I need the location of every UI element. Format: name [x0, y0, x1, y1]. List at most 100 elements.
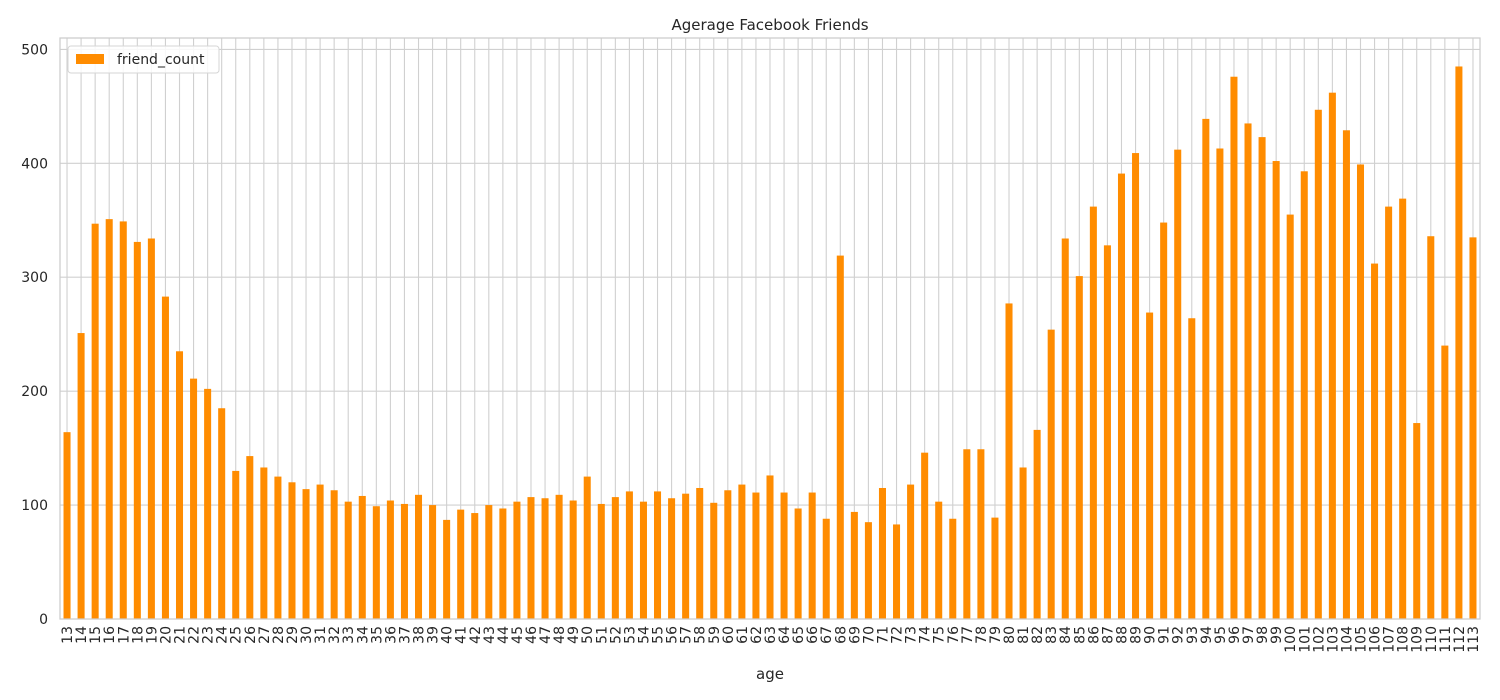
x-tick-label: 78 — [974, 626, 990, 644]
x-tick-label: 105 — [1353, 626, 1369, 653]
bar-age-47 — [541, 498, 549, 619]
x-tick-label: 103 — [1325, 626, 1341, 653]
x-tick-label: 27 — [257, 626, 273, 644]
x-tick-label: 92 — [1171, 626, 1187, 644]
bar-age-97 — [1244, 123, 1252, 620]
x-tick-label: 71 — [875, 626, 891, 644]
x-tick-label: 100 — [1283, 626, 1299, 653]
bar-age-60 — [724, 490, 732, 619]
x-tick-label: 107 — [1382, 626, 1398, 653]
bar-age-96 — [1230, 76, 1238, 619]
x-tick-label: 13 — [60, 626, 76, 644]
bar-age-102 — [1314, 109, 1322, 619]
bar-age-76 — [949, 518, 957, 619]
bar-age-46 — [527, 497, 535, 619]
x-tick-label: 101 — [1297, 626, 1313, 653]
legend-box — [67, 45, 220, 74]
x-tick-label: 112 — [1452, 626, 1468, 653]
bar-age-37 — [400, 503, 408, 619]
bar-age-57 — [682, 493, 690, 619]
bar-age-106 — [1371, 263, 1379, 619]
bar-age-92 — [1174, 149, 1182, 620]
x-tick-label: 74 — [918, 626, 934, 644]
bar-age-87 — [1103, 245, 1111, 619]
x-tick-label: 58 — [693, 626, 709, 644]
x-tick-label: 55 — [651, 626, 667, 644]
bar-age-103 — [1328, 92, 1336, 619]
bar-age-85 — [1075, 276, 1083, 619]
x-tick-label: 37 — [397, 626, 413, 644]
bar-age-101 — [1300, 171, 1308, 619]
x-tick-label: 17 — [116, 626, 132, 644]
x-tick-label: 62 — [749, 626, 765, 644]
x-tick-label: 89 — [1129, 626, 1145, 644]
x-tick-label: 70 — [861, 626, 877, 644]
bar-age-59 — [710, 502, 718, 619]
x-tick-label: 98 — [1255, 626, 1271, 644]
bar-age-107 — [1385, 206, 1393, 619]
x-tick-label: 59 — [707, 626, 723, 644]
bar-age-90 — [1146, 312, 1154, 619]
x-tick-label: 110 — [1424, 626, 1440, 653]
bar-age-79 — [991, 517, 999, 619]
x-tick-label: 64 — [777, 626, 793, 644]
x-tick-label: 106 — [1368, 626, 1384, 653]
bar-age-28 — [274, 476, 282, 619]
x-tick-label: 47 — [538, 626, 554, 644]
bar-age-16 — [105, 219, 113, 619]
bars — [63, 66, 1477, 620]
bar-age-35 — [372, 506, 380, 619]
x-tick-label: 73 — [904, 626, 920, 644]
bar-age-38 — [415, 494, 423, 619]
bar-age-30 — [302, 489, 310, 619]
x-tick-label: 34 — [355, 626, 371, 644]
x-tick-label: 43 — [482, 626, 498, 644]
bar-age-53 — [625, 491, 633, 619]
x-tick-label: 40 — [440, 626, 456, 644]
bar-age-80 — [1005, 303, 1013, 619]
bar-age-88 — [1117, 173, 1125, 620]
x-tick-label: 18 — [130, 626, 146, 644]
x-tick-label: 51 — [594, 626, 610, 644]
x-tick-label: 84 — [1058, 626, 1074, 644]
bar-age-55 — [654, 491, 662, 619]
bar-age-75 — [935, 501, 943, 619]
bar-age-109 — [1413, 423, 1421, 619]
x-tick-label: 23 — [201, 626, 217, 644]
bar-age-23 — [204, 388, 212, 619]
x-tick-label: 49 — [566, 626, 582, 644]
bar-age-27 — [260, 467, 268, 619]
x-tick-label: 67 — [819, 626, 835, 644]
x-tick-label: 44 — [496, 626, 512, 644]
bar-age-44 — [499, 508, 507, 619]
x-tick-label: 75 — [932, 626, 948, 644]
x-tick-label: 68 — [833, 626, 849, 644]
x-tick-label: 81 — [1016, 626, 1032, 644]
bar-age-69 — [850, 511, 858, 619]
x-tick-label: 86 — [1086, 626, 1102, 644]
x-tick-label: 96 — [1227, 626, 1243, 644]
x-tick-label: 20 — [158, 626, 174, 644]
x-tick-label: 36 — [383, 626, 399, 644]
x-tick-label: 85 — [1072, 626, 1088, 644]
x-tick-label: 31 — [313, 626, 329, 644]
x-tick-label: 82 — [1030, 626, 1046, 644]
x-tick-label: 72 — [890, 626, 906, 644]
x-tick-label: 113 — [1466, 626, 1482, 653]
bar-age-13 — [63, 432, 71, 619]
bar-age-26 — [246, 456, 254, 619]
bar-age-113 — [1469, 237, 1477, 620]
x-tick-label: 61 — [735, 626, 751, 644]
x-tick-label: 26 — [243, 626, 259, 644]
bar-age-86 — [1089, 206, 1097, 619]
bar-age-83 — [1047, 329, 1055, 619]
x-tick-label: 102 — [1311, 626, 1327, 653]
bar-age-40 — [443, 519, 451, 619]
x-tick-label: 63 — [763, 626, 779, 644]
bar-age-17 — [119, 221, 127, 619]
bar-age-67 — [822, 518, 830, 619]
x-tick-label: 57 — [679, 626, 695, 644]
bar-age-33 — [344, 501, 352, 619]
y-tick-label: 500 — [21, 42, 48, 58]
